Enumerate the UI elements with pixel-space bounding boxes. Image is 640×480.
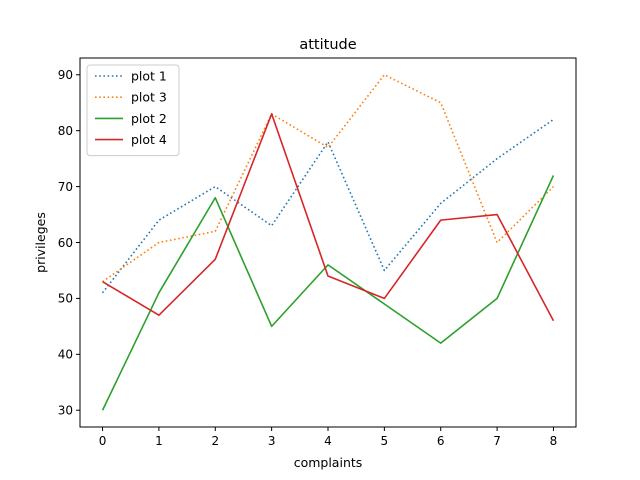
y-tick-label: 30 [58,404,73,418]
y-tick-label: 90 [58,68,73,82]
y-tick-label: 60 [58,236,73,250]
series-line-4 [102,113,555,322]
x-tick-label: 3 [268,434,276,448]
plot-lines [101,73,555,411]
legend-label-3: plot 2 [131,111,167,126]
x-tick-label: 2 [211,434,219,448]
series-line-3 [101,175,555,411]
legend-box [86,64,180,157]
y-tick-label: 50 [58,292,73,306]
y-axis-label: privileges [33,212,48,273]
y-tick-label: 40 [58,348,73,362]
y-tick-label: 80 [58,124,73,138]
legend-label-1: plot 1 [131,69,167,84]
y-axis-ticks: 30 40 50 60 70 80 90 [58,68,80,418]
x-tick-label: 7 [493,434,501,448]
x-tick-label: 6 [437,434,445,448]
chart-title: attitude [299,37,356,53]
x-tick-label: 5 [381,434,389,448]
legend-label-4: plot 4 [131,132,167,147]
x-tick-label: 8 [550,434,558,448]
x-tick-label: 0 [99,434,107,448]
x-axis-ticks: 0 1 2 3 4 5 6 7 8 [99,427,558,448]
legend-label-2: plot 3 [131,90,167,105]
x-axis-label: complaints [294,455,363,470]
series-line-1 [101,118,554,294]
legend: plot 1 plot 3 plot 2 plot 4 [86,64,180,157]
y-tick-label: 70 [58,180,73,194]
x-tick-label: 1 [155,434,163,448]
x-tick-label: 4 [324,434,332,448]
